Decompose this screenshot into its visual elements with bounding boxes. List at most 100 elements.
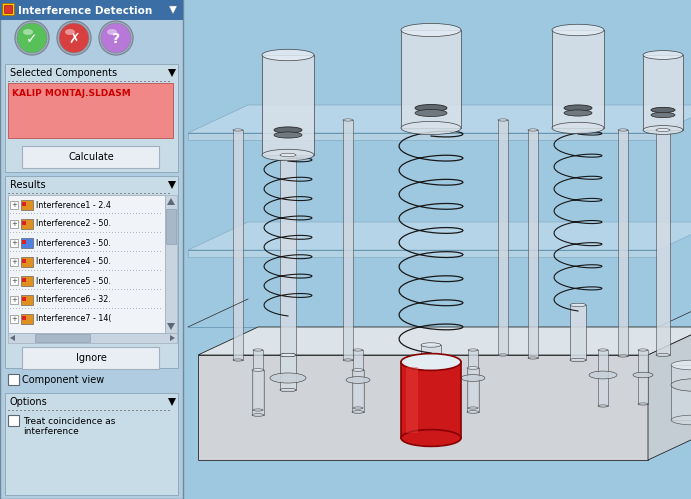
Ellipse shape (656, 353, 670, 357)
Ellipse shape (589, 371, 617, 379)
Polygon shape (10, 335, 15, 341)
Ellipse shape (23, 29, 33, 35)
Bar (52, 213, 53, 214)
Bar (5, 64, 178, 172)
Bar (34, 232, 35, 233)
Bar (34, 213, 35, 214)
Ellipse shape (461, 375, 485, 381)
Bar (160, 213, 162, 214)
Ellipse shape (415, 104, 447, 111)
Text: +: + (11, 202, 17, 208)
Bar (92, 410, 94, 411)
Bar (22, 278, 26, 282)
Bar (82, 232, 84, 233)
Text: Interference1 - 2.4: Interference1 - 2.4 (36, 201, 111, 210)
Ellipse shape (528, 357, 538, 359)
Bar (68, 410, 70, 411)
Bar (100, 193, 102, 194)
Bar (132, 81, 134, 82)
Ellipse shape (552, 24, 604, 36)
Bar (12, 410, 14, 411)
Bar (124, 81, 126, 82)
Text: Calculate: Calculate (68, 152, 115, 162)
Ellipse shape (651, 107, 675, 113)
Bar (32, 81, 34, 82)
Bar (132, 410, 134, 411)
Bar (49, 232, 50, 233)
Text: +: + (11, 221, 17, 227)
Bar (13, 232, 15, 233)
Bar (154, 232, 155, 233)
Bar (91, 213, 93, 214)
Bar (142, 232, 144, 233)
Bar (183, 0, 691, 499)
Bar (10, 213, 12, 214)
Ellipse shape (280, 153, 296, 157)
Bar (112, 213, 113, 214)
Ellipse shape (65, 29, 75, 35)
Bar (120, 81, 122, 82)
Bar (40, 81, 42, 82)
Bar (151, 232, 153, 233)
Ellipse shape (643, 50, 683, 59)
Bar (643, 55, 683, 130)
Bar (79, 232, 80, 233)
Bar (88, 193, 90, 194)
Bar (22, 213, 23, 214)
Bar (82, 213, 84, 214)
Ellipse shape (618, 355, 628, 357)
Bar (156, 193, 158, 194)
Ellipse shape (564, 105, 592, 111)
Bar (148, 410, 150, 411)
Ellipse shape (598, 405, 608, 407)
Bar (156, 410, 158, 411)
Bar (55, 213, 57, 214)
Bar (64, 213, 66, 214)
Bar (36, 81, 38, 82)
Bar (10, 258, 18, 266)
Polygon shape (648, 327, 691, 460)
Bar (128, 81, 130, 82)
Bar (64, 193, 66, 194)
Bar (44, 410, 46, 411)
Text: Interference2 - 50.: Interference2 - 50. (36, 220, 111, 229)
Text: ✗: ✗ (68, 32, 80, 46)
Bar (16, 213, 17, 214)
Bar (140, 81, 142, 82)
Ellipse shape (633, 372, 653, 378)
Bar (73, 232, 75, 233)
Bar (421, 345, 441, 362)
Bar (144, 410, 146, 411)
Bar (37, 232, 39, 233)
Bar (468, 350, 478, 408)
Ellipse shape (233, 129, 243, 131)
Bar (48, 193, 50, 194)
Ellipse shape (638, 403, 648, 405)
Bar (164, 193, 166, 194)
Ellipse shape (401, 354, 461, 370)
Ellipse shape (570, 358, 586, 362)
Bar (52, 410, 54, 411)
Bar (10, 220, 18, 228)
Ellipse shape (262, 49, 314, 61)
Ellipse shape (280, 353, 296, 357)
Ellipse shape (421, 360, 441, 364)
Ellipse shape (280, 388, 296, 392)
Bar (80, 193, 82, 194)
Bar (598, 350, 608, 406)
Circle shape (15, 21, 49, 55)
Bar (16, 232, 17, 233)
Text: ✓: ✓ (26, 32, 38, 46)
Bar (124, 232, 126, 233)
Bar (55, 232, 57, 233)
Bar (112, 81, 114, 82)
Bar (76, 193, 78, 194)
Bar (22, 347, 159, 369)
Bar (67, 232, 68, 233)
Polygon shape (198, 327, 691, 355)
Bar (100, 232, 102, 233)
Ellipse shape (252, 369, 264, 371)
Bar (52, 81, 54, 82)
Bar (136, 81, 138, 82)
Bar (139, 213, 140, 214)
